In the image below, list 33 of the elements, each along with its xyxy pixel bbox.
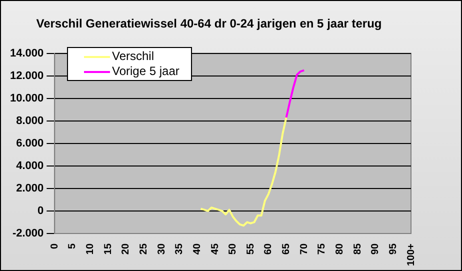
x-tick-label: 75 bbox=[316, 243, 328, 255]
legend-label: Verschil bbox=[112, 49, 154, 64]
x-tick-label: 5 bbox=[67, 243, 78, 250]
y-tick-label: 2.000 bbox=[16, 182, 44, 194]
y-tick-label: 4.000 bbox=[16, 160, 44, 172]
x-tick-label: 85 bbox=[352, 243, 364, 255]
x-tick-label: 60 bbox=[263, 243, 274, 255]
x-tick-label: 50 bbox=[228, 243, 239, 255]
y-tick-label: 12.000 bbox=[10, 70, 44, 82]
x-tick-label: 10 bbox=[85, 243, 96, 255]
x-tick-label: 40 bbox=[192, 243, 203, 255]
x-tick-label: 25 bbox=[138, 243, 150, 255]
legend-label: Vorige 5 jaar bbox=[112, 64, 180, 79]
x-tick-label: 100+ bbox=[406, 243, 417, 266]
y-tick-label: 10.000 bbox=[10, 92, 44, 104]
x-tick-label: 30 bbox=[156, 243, 168, 255]
y-tick-label: 6.000 bbox=[16, 137, 44, 150]
y-tick-label: 8.000 bbox=[16, 114, 44, 127]
y-tick-label: 0 bbox=[38, 204, 44, 217]
x-tick-label: 70 bbox=[298, 243, 310, 255]
x-tick-label: 80 bbox=[334, 243, 346, 255]
x-tick-label: 55 bbox=[245, 243, 256, 255]
x-tick-label: 45 bbox=[210, 243, 221, 255]
x-tick-label: 35 bbox=[174, 243, 186, 255]
x-tick-label: 95 bbox=[388, 243, 399, 255]
x-tick-label: 0 bbox=[49, 243, 60, 250]
x-tick-label: 20 bbox=[120, 243, 132, 255]
x-tick-label: 15 bbox=[102, 243, 114, 255]
chart-title: Verschil Generatiewissel 40-64 dr 0-24 jarigen en 5 jaar terug bbox=[36, 16, 382, 31]
y-tick-label: -2.000 bbox=[12, 228, 44, 240]
x-tick-label: 90 bbox=[370, 243, 382, 255]
x-tick-label: 65 bbox=[281, 243, 292, 255]
y-tick-label: 14.000 bbox=[10, 47, 44, 60]
